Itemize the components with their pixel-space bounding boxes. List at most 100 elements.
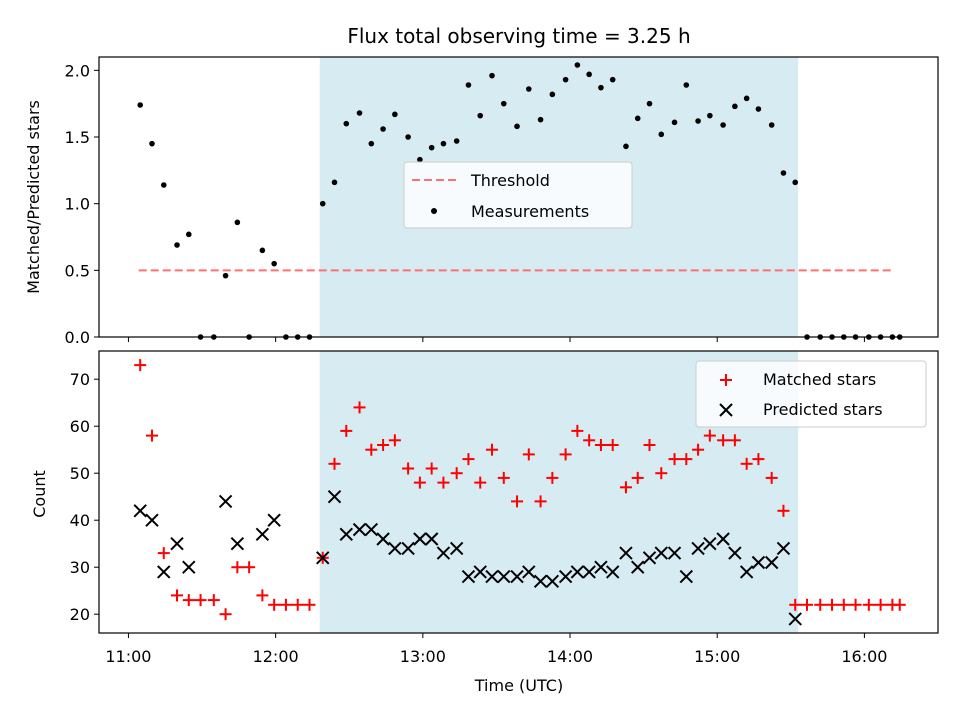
measurement-point <box>743 95 750 102</box>
matched-point <box>862 598 875 611</box>
predicted-point <box>691 541 705 556</box>
predicted-point <box>436 546 451 560</box>
matched-point <box>474 476 487 489</box>
matched-point <box>207 594 220 607</box>
x-tick-label: 13:00 <box>400 647 446 666</box>
x-tick-label: 14:00 <box>547 647 593 666</box>
measurement-point <box>526 86 532 92</box>
matched-point <box>668 453 681 466</box>
predicted-point <box>631 560 645 574</box>
legend-predicted-swatch <box>719 403 733 417</box>
measurement-point <box>489 72 495 79</box>
matched-point <box>534 495 547 508</box>
matched-point <box>800 598 813 611</box>
matched-point <box>874 598 887 611</box>
matched-point <box>243 561 256 574</box>
y-tick-label: 70 <box>70 370 90 389</box>
measurement-point <box>671 119 678 126</box>
matched-point <box>511 495 524 508</box>
legend-measurements-swatch <box>431 208 437 214</box>
predicted-point <box>522 565 536 579</box>
y-tick-label: 60 <box>70 417 90 436</box>
matched-point <box>145 429 158 442</box>
measurement-point <box>623 143 629 150</box>
matched-point <box>619 481 632 494</box>
measurement-point <box>453 138 460 144</box>
measurement-point <box>380 126 386 132</box>
predicted-point <box>558 569 573 584</box>
measurement-point <box>707 112 713 119</box>
matched-point <box>606 439 619 451</box>
predicted-point <box>582 565 596 579</box>
predicted-point <box>145 513 159 527</box>
predicted-point <box>267 513 281 527</box>
x-tick-label: 11:00 <box>105 647 151 666</box>
matched-point <box>631 471 644 484</box>
measurement-point <box>234 219 241 226</box>
predicted-point <box>230 536 245 551</box>
predicted-point <box>667 546 682 560</box>
matched-point <box>365 443 378 456</box>
predicted-point <box>461 569 476 584</box>
matched-point <box>134 359 147 372</box>
matched-point <box>522 448 535 461</box>
measurement-point <box>428 144 435 151</box>
matched-point <box>353 401 366 414</box>
bottom-panel: 20 30 40 50 60 70 11:00 12:00 13:00 14:00 15:00 16:… <box>70 350 939 666</box>
top-chart-title: Flux total observing time = 3.25 h <box>347 24 690 48</box>
top-panel: 0.0 0.5 1.0 1.5 2.0 <box>65 56 939 347</box>
predicted-point <box>728 546 742 560</box>
measurement-point <box>417 156 423 163</box>
predicted-point <box>594 560 608 574</box>
matched-point <box>777 504 790 517</box>
bottom-x-axis-label: Time (UTC) <box>474 676 563 695</box>
legend-threshold-label: Threshold <box>470 171 550 190</box>
predicted-point <box>619 546 633 560</box>
measurement-point <box>683 82 690 88</box>
predicted-point <box>679 569 694 584</box>
measurement-point <box>755 106 762 112</box>
predicted-point <box>255 527 270 542</box>
measurement-point <box>174 242 180 248</box>
measurement-point <box>271 260 277 267</box>
y-tick-label: 0.5 <box>65 261 90 280</box>
measurement-point <box>586 71 592 78</box>
predicted-point <box>339 527 353 542</box>
predicted-point <box>533 574 548 589</box>
matched-point <box>328 457 341 470</box>
measurement-point <box>500 100 507 107</box>
measurement-point <box>634 115 641 122</box>
measurement-point <box>574 62 581 68</box>
matched-point <box>680 453 693 466</box>
matched-point <box>388 434 401 447</box>
matched-point <box>268 598 281 611</box>
measurement-point <box>792 179 799 186</box>
matched-point <box>157 547 170 560</box>
measurement-point <box>477 112 484 119</box>
measurement-point <box>149 140 155 147</box>
x-tick-label: 12:00 <box>253 647 299 666</box>
predicted-point <box>133 504 147 518</box>
bottom-y-axis-label: Count <box>30 470 49 518</box>
matched-point <box>182 594 195 607</box>
measurement-point <box>185 231 192 238</box>
matched-point <box>402 462 415 475</box>
y-tick-label: 20 <box>70 605 90 624</box>
predicted-point <box>764 555 779 570</box>
measurement-point <box>695 118 701 124</box>
predicted-point <box>157 565 171 579</box>
matched-point <box>194 594 207 607</box>
predicted-point <box>413 532 427 546</box>
predicted-point <box>449 541 464 556</box>
matched-point <box>571 424 584 437</box>
matched-point <box>231 561 244 574</box>
matched-point <box>291 598 304 611</box>
measurement-point <box>160 182 167 188</box>
y-tick-label: 1.5 <box>65 128 90 147</box>
y-tick-label: 40 <box>70 511 90 530</box>
predicted-point <box>716 532 730 546</box>
legend-matched-swatch <box>720 374 732 386</box>
legend-predicted-label: Predicted stars <box>763 400 883 419</box>
matched-point <box>583 434 596 447</box>
